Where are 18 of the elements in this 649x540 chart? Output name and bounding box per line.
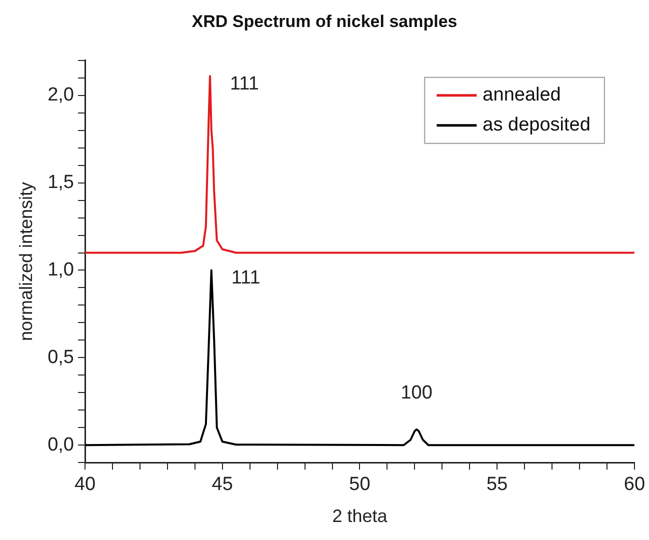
x-tick-label: 60: [624, 474, 646, 496]
y-tick-label: 2,0: [48, 84, 74, 106]
y-tick-label: 0,5: [48, 346, 74, 368]
x-tick-label: 50: [349, 474, 370, 496]
y-tick-label: 1,0: [48, 259, 74, 280]
y-tick-label: 1,5: [48, 172, 74, 194]
x-tick-label: 40: [74, 474, 96, 496]
annotation: 111: [231, 267, 260, 288]
legend-label: annealed: [482, 84, 561, 106]
x-axis-title: 2 theta: [332, 506, 388, 526]
annotation: 111: [230, 73, 259, 94]
legend-label: as deposited: [482, 114, 590, 136]
x-tick-label: 55: [486, 474, 508, 496]
y-tick-label: 0,0: [48, 434, 74, 456]
y-axis-title: normalized intensity: [16, 182, 36, 342]
chart-title: XRD Spectrum of nickel samples: [192, 12, 458, 31]
x-tick-label: 45: [212, 474, 233, 496]
annotation: 100: [400, 382, 432, 404]
